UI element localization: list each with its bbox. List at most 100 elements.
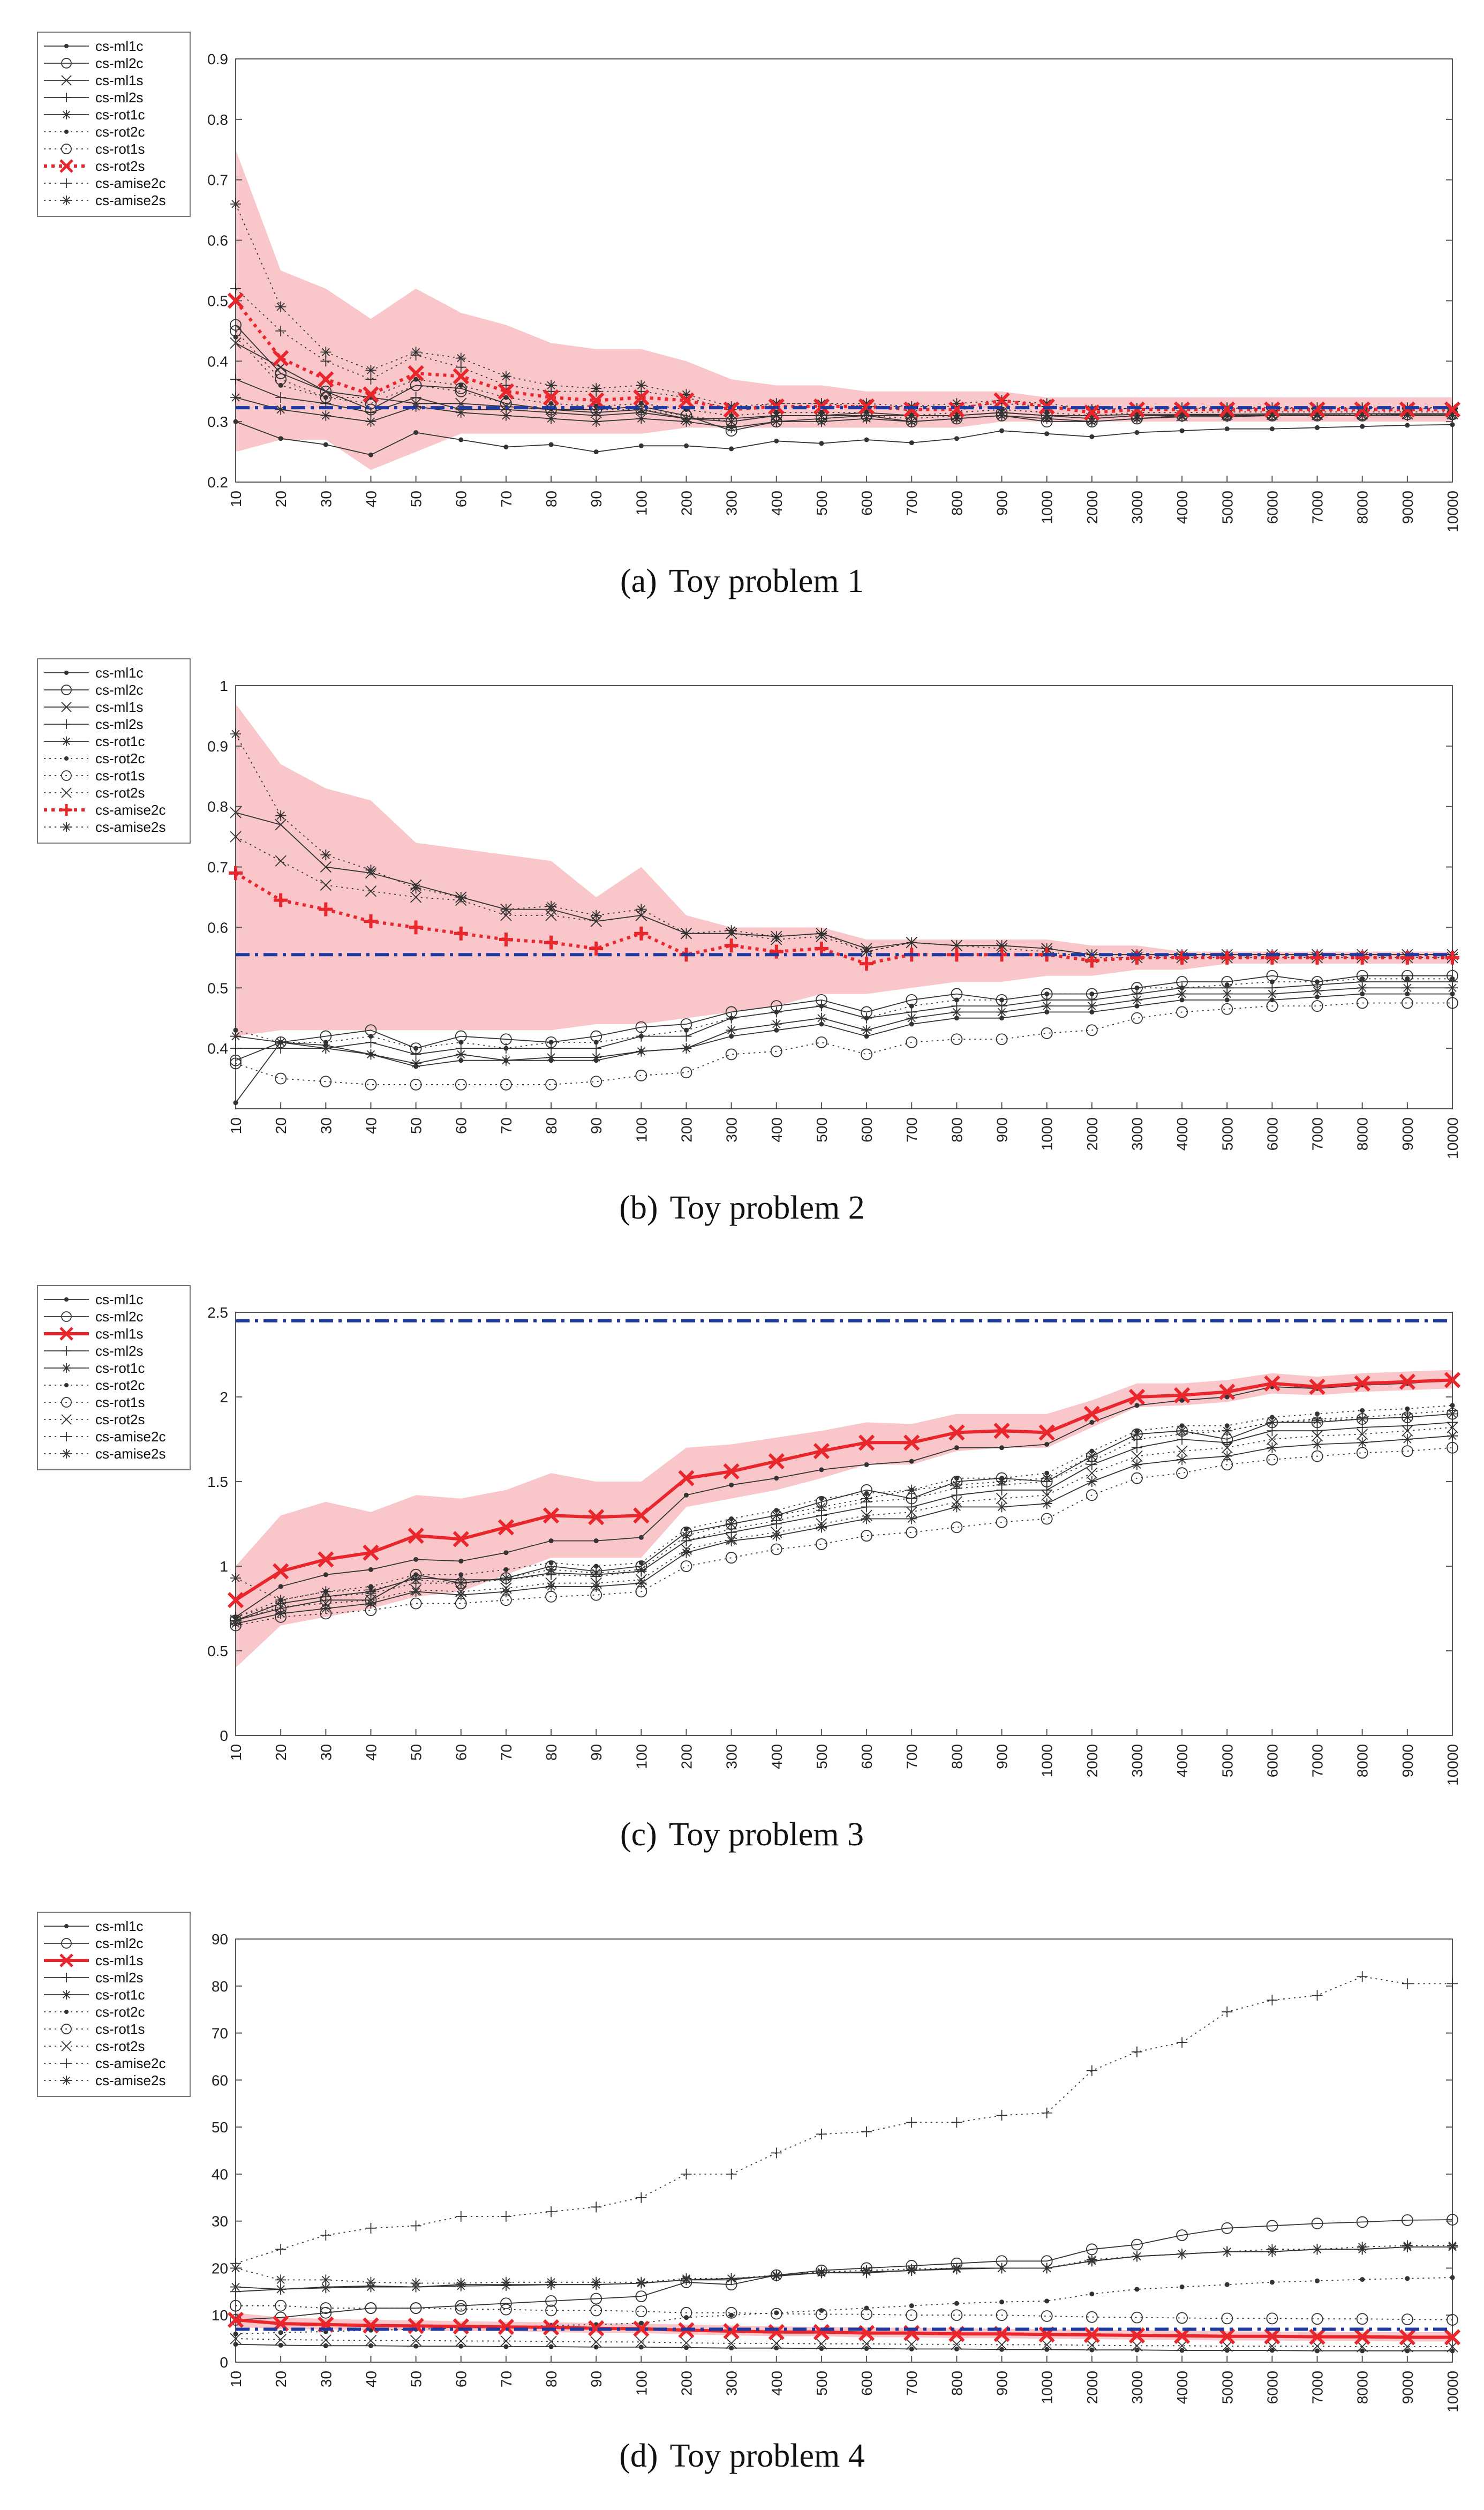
- data-point: [954, 1016, 959, 1021]
- data-point: [500, 1573, 511, 1584]
- data-point: [320, 879, 332, 891]
- data-point: [455, 2299, 467, 2312]
- data-point: [365, 1584, 376, 1596]
- x-tick-label: 60: [453, 491, 470, 507]
- data-point: [591, 2201, 602, 2213]
- x-tick-label: 10000: [1444, 491, 1461, 532]
- x-tick-label: 3000: [1129, 491, 1146, 524]
- data-point: [275, 2334, 287, 2346]
- data-point: [951, 1496, 963, 1508]
- data-point: [1131, 2238, 1143, 2251]
- data-point: [548, 1560, 554, 1566]
- legend-label: cs-rot2c: [95, 1377, 145, 1393]
- data-point: [1179, 1397, 1185, 1403]
- data-point: [455, 2303, 467, 2315]
- x-tick-label: 70: [498, 1744, 515, 1761]
- y-tick-label: 0.8: [207, 111, 228, 128]
- data-point: [996, 1516, 1008, 1528]
- y-tick-label: 40: [212, 2166, 228, 2183]
- data-point: [1264, 1375, 1280, 1392]
- data-point: [1086, 1476, 1097, 1487]
- data-point: [1176, 1006, 1188, 1018]
- data-point: [545, 1078, 557, 1091]
- data-point: [636, 380, 647, 391]
- legend-label: cs-ml2c: [95, 1935, 144, 1951]
- legend-label: cs-rot1c: [95, 1360, 145, 1376]
- data-point: [545, 1577, 557, 1589]
- series-line: [235, 324, 1452, 432]
- data-point: [954, 2346, 959, 2351]
- data-point: [1267, 2244, 1278, 2255]
- data-point: [498, 2319, 515, 2335]
- data-point: [1224, 1394, 1230, 1400]
- data-point: [1224, 426, 1230, 432]
- series-line: [235, 1447, 1453, 1626]
- series-line: [235, 2318, 1452, 2339]
- data-point: [954, 2301, 959, 2306]
- data-point: [1224, 982, 1230, 988]
- data-point: [681, 1043, 692, 1054]
- data-point: [680, 1560, 692, 1572]
- data-point: [864, 1462, 869, 1467]
- legend-marker: [61, 1311, 72, 1322]
- x-tick-label: 80: [543, 1117, 560, 1134]
- data-point: [275, 810, 287, 821]
- data-point: [725, 2338, 737, 2349]
- data-point: [1401, 2214, 1413, 2226]
- x-tick-label: 10000: [1444, 2371, 1461, 2413]
- data-point: [816, 1036, 827, 1048]
- data-point: [681, 1031, 692, 1042]
- data-point: [951, 2339, 963, 2350]
- x-tick-label: 9000: [1399, 491, 1416, 524]
- data-point: [591, 1581, 602, 1592]
- data-point: [861, 2308, 872, 2320]
- data-point: [1083, 404, 1100, 421]
- data-point: [593, 1564, 599, 1569]
- data-point: [1405, 2348, 1410, 2354]
- data-point: [229, 866, 243, 880]
- series-line: [235, 1002, 1452, 1085]
- data-point: [996, 2263, 1007, 2274]
- legend-label: cs-ml2c: [95, 682, 144, 698]
- data-point: [410, 883, 421, 894]
- data-point: [1399, 1373, 1415, 1390]
- data-point: [1447, 1978, 1458, 1989]
- data-point: [1450, 2348, 1455, 2354]
- x-tick-label: 500: [813, 1117, 830, 1143]
- x-tick-label: 900: [994, 1744, 1011, 1769]
- data-point: [726, 422, 737, 433]
- data-point: [954, 436, 959, 441]
- data-point: [455, 1078, 467, 1091]
- data-point: [275, 2299, 287, 2312]
- data-point: [1089, 991, 1095, 997]
- data-point: [1041, 413, 1052, 424]
- data-point: [861, 1513, 872, 1524]
- data-point: [1269, 2348, 1275, 2353]
- x-tick-label: 200: [678, 2371, 695, 2396]
- data-point: [1357, 2341, 1368, 2353]
- data-point: [996, 1033, 1008, 1046]
- confidence-band: [236, 1370, 1452, 1668]
- data-point: [498, 1519, 515, 1536]
- data-point: [365, 2334, 377, 2347]
- data-point: [503, 1046, 509, 1051]
- x-tick-label: 90: [588, 1744, 605, 1761]
- data-point: [323, 395, 328, 400]
- data-point: [951, 2117, 962, 2128]
- data-point: [1357, 1971, 1368, 1982]
- x-tick-label: 100: [633, 491, 650, 516]
- x-tick-label: 30: [318, 491, 334, 507]
- data-point: [458, 1572, 464, 1577]
- x-tick-label: 100: [633, 2371, 650, 2396]
- data-point: [1086, 1001, 1097, 1012]
- data-point: [635, 1070, 647, 1081]
- legend-label: cs-rot2s: [95, 2038, 145, 2054]
- data-point: [455, 892, 466, 903]
- data-point: [636, 413, 647, 424]
- series-line: [235, 1413, 1453, 1601]
- data-point: [1312, 1439, 1323, 1450]
- data-point: [1176, 2340, 1188, 2351]
- data-point: [278, 382, 283, 388]
- data-point: [273, 1563, 289, 1580]
